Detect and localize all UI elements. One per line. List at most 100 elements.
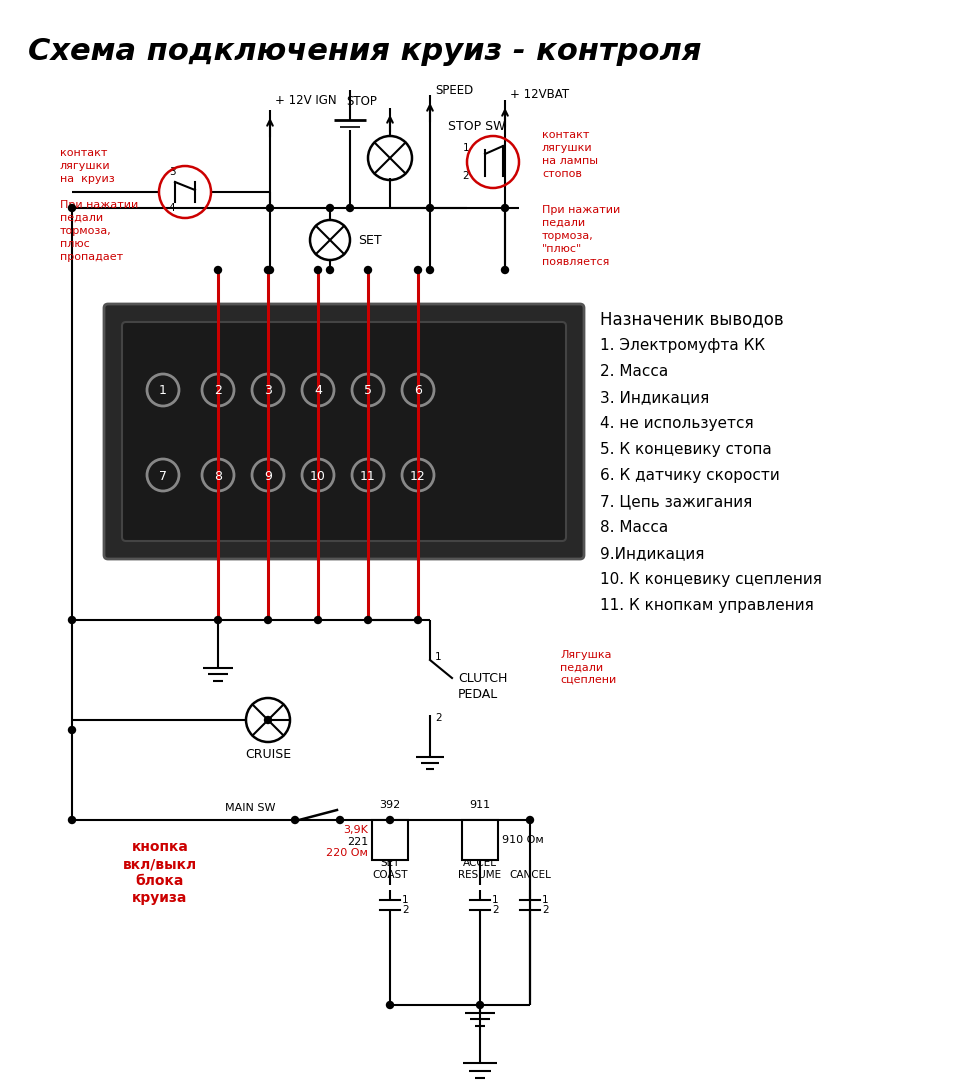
Text: 2: 2 <box>402 905 409 915</box>
Circle shape <box>265 616 272 624</box>
Text: 3: 3 <box>169 167 176 177</box>
Text: CANCEL: CANCEL <box>509 870 551 880</box>
Text: При нажатии: При нажатии <box>542 205 620 215</box>
Text: 6: 6 <box>414 384 422 397</box>
Circle shape <box>426 204 434 212</box>
Text: тормоза,: тормоза, <box>60 226 111 237</box>
Bar <box>372 820 408 860</box>
Text: круиза: круиза <box>132 891 188 905</box>
Circle shape <box>526 817 534 824</box>
Text: лягушки: лягушки <box>542 143 592 153</box>
Text: кнопка: кнопка <box>132 840 188 854</box>
Circle shape <box>68 727 76 733</box>
Text: SPEED: SPEED <box>435 84 473 97</box>
Circle shape <box>292 817 299 824</box>
Circle shape <box>68 616 76 624</box>
Circle shape <box>365 267 372 273</box>
Text: 2: 2 <box>542 905 548 915</box>
Circle shape <box>315 616 322 624</box>
Text: 11: 11 <box>360 470 376 483</box>
Circle shape <box>415 267 421 273</box>
Text: 1: 1 <box>542 895 548 905</box>
Text: 1: 1 <box>435 652 442 662</box>
Text: стопов: стопов <box>542 169 582 179</box>
Text: 2: 2 <box>492 905 498 915</box>
Circle shape <box>326 267 333 273</box>
Text: педали: педали <box>60 213 103 224</box>
Text: блока: блока <box>135 875 184 888</box>
Text: на  круиз: на круиз <box>60 174 115 184</box>
Text: При нажатии: При нажатии <box>60 200 138 210</box>
Text: тормоза,: тормоза, <box>542 231 593 241</box>
Text: 1. Электромуфта КК: 1. Электромуфта КК <box>600 339 765 353</box>
Text: 1: 1 <box>402 895 409 905</box>
Text: 910 Ом: 910 Ом <box>502 835 543 845</box>
Circle shape <box>476 1001 484 1008</box>
FancyBboxPatch shape <box>104 304 584 559</box>
Text: 3,9K: 3,9K <box>343 825 368 835</box>
Circle shape <box>267 204 274 212</box>
Text: 2: 2 <box>435 713 442 723</box>
Text: Назначеник выводов: Назначеник выводов <box>600 310 783 328</box>
Text: 12: 12 <box>410 470 426 483</box>
Text: MAIN SW: MAIN SW <box>225 803 276 813</box>
Circle shape <box>415 616 421 624</box>
Text: CRUISE: CRUISE <box>245 748 291 761</box>
Text: 11. К кнопкам управления: 11. К кнопкам управления <box>600 598 814 613</box>
Text: педали: педали <box>542 218 586 228</box>
Circle shape <box>214 616 222 624</box>
Text: 4. не используется: 4. не используется <box>600 416 754 431</box>
Text: Лягушка
педали
сцеплени: Лягушка педали сцеплени <box>560 650 616 685</box>
Text: CLUTCH
PEDAL: CLUTCH PEDAL <box>458 673 508 702</box>
Circle shape <box>315 267 322 273</box>
Text: появляется: появляется <box>542 257 610 267</box>
Text: STOP: STOP <box>347 95 377 108</box>
Text: контакт: контакт <box>60 148 108 158</box>
Text: 5. К концевику стопа: 5. К концевику стопа <box>600 442 772 457</box>
Text: "плюс": "плюс" <box>542 244 583 254</box>
Text: SET
COAST: SET COAST <box>372 858 408 880</box>
Text: 4: 4 <box>314 384 322 397</box>
Text: контакт: контакт <box>542 130 589 140</box>
Text: 10: 10 <box>310 470 326 483</box>
Circle shape <box>267 267 274 273</box>
Circle shape <box>337 817 344 824</box>
Text: 5: 5 <box>364 384 372 397</box>
Text: пропадает: пропадает <box>60 252 123 261</box>
Circle shape <box>501 267 509 273</box>
Text: 1: 1 <box>463 143 469 153</box>
Text: + 12V IGN: + 12V IGN <box>275 93 337 106</box>
Circle shape <box>387 817 394 824</box>
Text: лягушки: лягушки <box>60 161 110 171</box>
Text: 1: 1 <box>492 895 498 905</box>
Circle shape <box>347 204 353 212</box>
Bar <box>462 820 498 860</box>
Text: ACCEL
RESUME: ACCEL RESUME <box>459 858 501 880</box>
Circle shape <box>68 817 76 824</box>
Text: 2: 2 <box>463 171 469 181</box>
Text: 9: 9 <box>264 470 272 483</box>
Circle shape <box>365 616 372 624</box>
Text: 7. Цепь зажигания: 7. Цепь зажигания <box>600 494 753 509</box>
Text: 911: 911 <box>469 800 491 810</box>
Text: 220 Ом: 220 Ом <box>326 848 368 858</box>
Text: 9.Индикация: 9.Индикация <box>600 546 705 561</box>
Text: 4: 4 <box>169 203 176 213</box>
Circle shape <box>68 204 76 212</box>
Text: 7: 7 <box>159 470 167 483</box>
Circle shape <box>426 267 434 273</box>
Circle shape <box>265 267 272 273</box>
Text: 6. К датчику скорости: 6. К датчику скорости <box>600 468 780 483</box>
Text: 8. Масса: 8. Масса <box>600 520 668 535</box>
Text: 3: 3 <box>264 384 272 397</box>
Text: + 12VBAT: + 12VBAT <box>510 89 569 102</box>
Circle shape <box>387 1001 394 1008</box>
Text: 10. К концевику сцепления: 10. К концевику сцепления <box>600 572 822 587</box>
Text: 392: 392 <box>379 800 400 810</box>
Text: STOP SW: STOP SW <box>448 120 506 133</box>
Circle shape <box>214 267 222 273</box>
Text: 3. Индикация: 3. Индикация <box>600 390 709 405</box>
Text: SET: SET <box>358 233 382 246</box>
Circle shape <box>326 204 333 212</box>
Text: плюс: плюс <box>60 239 89 248</box>
